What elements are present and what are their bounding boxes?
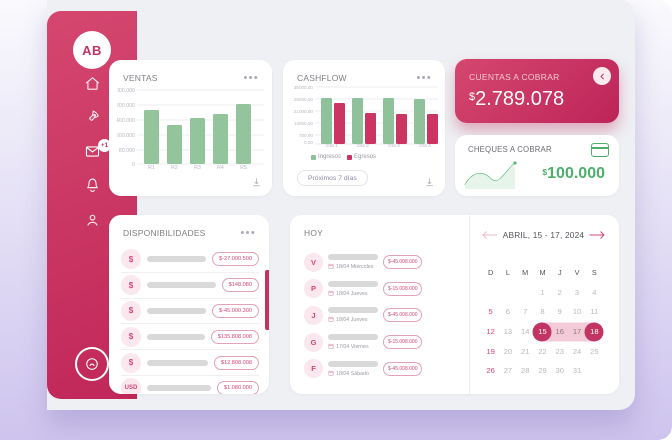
svg-text:35000,00: 35000,00 <box>294 86 314 90</box>
svg-text:80.000: 80.000 <box>119 148 135 154</box>
svg-text:R3: R3 <box>194 165 201 170</box>
svg-text:Día 1: Día 1 <box>326 143 338 148</box>
svg-text:3.200.000: 3.200.000 <box>117 103 135 109</box>
svg-text:14000,00: 14000,00 <box>294 121 314 126</box>
svg-text:4.000.000: 4.000.000 <box>117 88 135 94</box>
svg-text:21000,00: 21000,00 <box>294 109 314 114</box>
svg-text:28000,00: 28000,00 <box>294 97 314 102</box>
svg-text:R1: R1 <box>148 165 155 170</box>
svg-text:Día 4: Día 4 <box>419 143 431 148</box>
svg-text:Día 3: Día 3 <box>388 143 400 148</box>
svg-text:R4: R4 <box>217 165 224 170</box>
svg-text:0: 0 <box>132 162 135 168</box>
svg-text:R5: R5 <box>240 165 247 170</box>
svg-text:2.400.000: 2.400.000 <box>117 118 135 124</box>
svg-text:700,00: 700,00 <box>299 133 313 138</box>
svg-text:0,00: 0,00 <box>304 140 313 145</box>
svg-text:Día 2: Día 2 <box>357 143 369 148</box>
svg-text:R2: R2 <box>171 165 178 170</box>
svg-text:1.600.000: 1.600.000 <box>117 133 135 139</box>
